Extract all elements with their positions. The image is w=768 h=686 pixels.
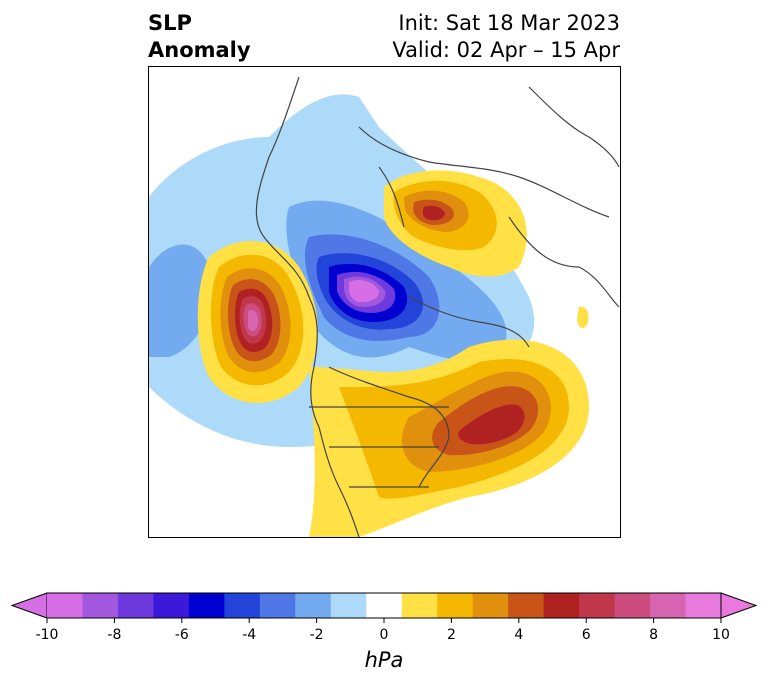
- colorbar-cell: [685, 593, 722, 618]
- colorbar-cell: [82, 593, 119, 618]
- colorbar-extend-min: [10, 592, 48, 619]
- colorbar-cell: [366, 593, 403, 618]
- colorbar-cell: [295, 593, 332, 618]
- colorbar-ticks: -10 -8 -6 -4 -2 0 2 4 6 8 10: [36, 618, 730, 643]
- colorbar-cell: [188, 593, 225, 618]
- colorbar-tick-label: -10: [36, 627, 59, 643]
- colorbar-cell: [153, 593, 190, 618]
- colorbar-tick-label: 0: [380, 627, 389, 643]
- colorbar-cell: [330, 593, 367, 618]
- init-date: Init: Sat 18 Mar 2023: [398, 11, 620, 35]
- colorbar-cells: [10, 592, 758, 619]
- colorbar-cell: [650, 593, 687, 618]
- colorbar-tick-label: -6: [175, 627, 189, 643]
- colorbar-cell: [579, 593, 616, 618]
- colorbar-tick-label: -4: [242, 627, 256, 643]
- colorbar-tick-label: 4: [514, 627, 523, 643]
- colorbar-cell: [543, 593, 580, 618]
- colorbar-cell: [117, 593, 154, 618]
- map-panel: [148, 66, 621, 538]
- title-left: SLP Anomaly: [148, 10, 251, 64]
- anomaly-map: [149, 76, 620, 537]
- title-variable: SLP: [148, 11, 192, 35]
- colorbar-extend-max: [720, 592, 758, 619]
- colorbar-cell: [614, 593, 651, 618]
- colorbar-unit-label: hPa: [364, 648, 404, 672]
- colorbar: -10 -8 -6 -4 -2 0 2 4 6 8 10: [10, 592, 758, 643]
- colorbar-cell: [401, 593, 438, 618]
- colorbar-tick-label: -2: [310, 627, 324, 643]
- colorbar-cell: [508, 593, 545, 618]
- title-right: Init: Sat 18 Mar 2023 Valid: 02 Apr – 15…: [392, 10, 620, 64]
- colorbar-tick-label: 6: [582, 627, 591, 643]
- valid-range: Valid: 02 Apr – 15 Apr: [392, 38, 620, 62]
- colorbar-tick-label: 2: [447, 627, 456, 643]
- colorbar-cell: [47, 593, 83, 618]
- colorbar-tick-label: -8: [107, 627, 121, 643]
- coastlines: [255, 76, 620, 537]
- colorbar-cell: [224, 593, 261, 618]
- colorbar-cell: [259, 593, 296, 618]
- colorbar-cell: [472, 593, 509, 618]
- colorbar-tick-label: 8: [649, 627, 658, 643]
- title-anomaly: Anomaly: [148, 38, 251, 62]
- colorbar-cell: [437, 593, 474, 618]
- colorbar-tick-label: 10: [712, 627, 730, 643]
